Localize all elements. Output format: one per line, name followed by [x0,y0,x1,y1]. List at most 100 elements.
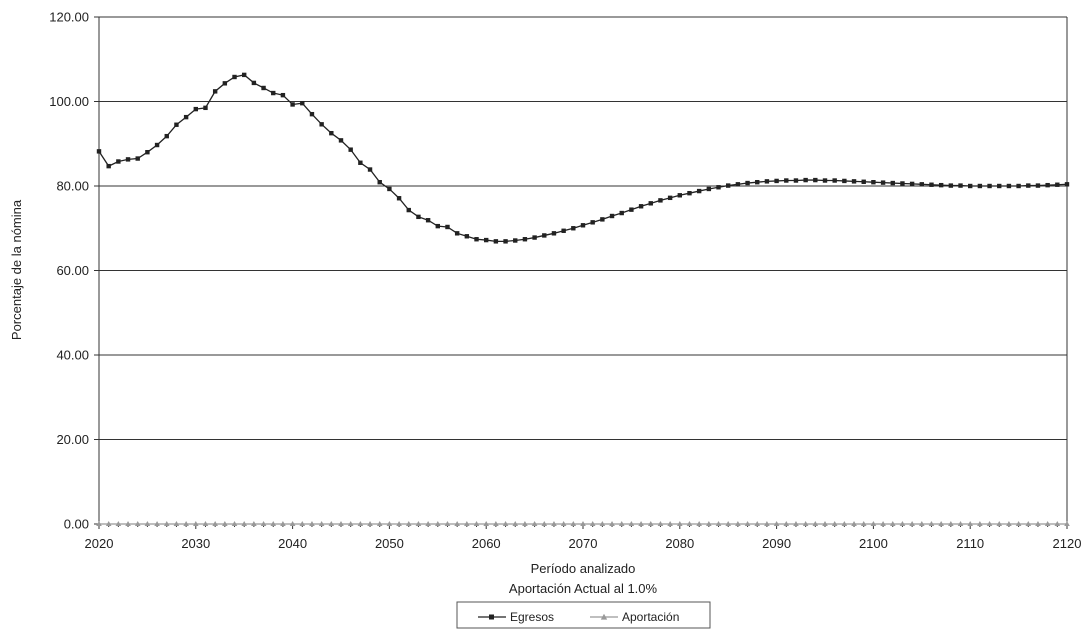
data-point-aportacion [899,521,906,526]
data-point-egresos [706,186,712,192]
data-point-egresos [687,190,692,196]
data-point-aportacion [396,521,402,526]
data-point-aportacion [851,521,857,526]
data-point-aportacion [115,521,122,526]
data-point-egresos [416,214,421,220]
data-point-egresos [997,183,1002,189]
data-point-aportacion [909,521,915,526]
data-point-aportacion [347,521,354,526]
y-tick-label: 60.00 [56,263,89,278]
data-point-egresos [145,150,150,155]
data-point-egresos [987,183,992,189]
data-point-aportacion [1044,521,1051,526]
data-point-aportacion [570,521,577,526]
data-point-egresos [880,180,886,185]
data-point-egresos [784,178,789,183]
data-point-egresos [658,198,663,203]
data-point-aportacion [1064,521,1070,526]
data-point-egresos [822,178,828,183]
x-tick-label: 2060 [472,536,501,551]
data-point-egresos [764,179,770,184]
data-point-aportacion [677,521,683,526]
data-point-egresos [309,111,315,117]
data-point-aportacion [948,521,954,526]
data-point-aportacion [435,521,441,526]
y-tick-label: 120.00 [49,10,89,25]
data-point-aportacion [222,521,228,526]
data-point-egresos [600,217,605,222]
x-tick-labels: 2020 2030 2040 2050 2060 2070 2080 2090 2100 2110… [85,536,1082,551]
data-point-egresos [493,239,499,244]
data-point-aportacion [522,521,528,526]
data-point-aportacion [957,521,964,526]
data-point-aportacion [638,521,644,526]
data-point-egresos [474,237,479,242]
series-layer [96,72,1070,526]
legend-marker-triangle-icon [600,613,608,620]
data-point-aportacion [512,521,519,526]
data-point-aportacion [299,521,306,526]
data-point-egresos [1006,183,1012,189]
data-point-egresos [571,226,576,231]
data-point-egresos [329,130,334,136]
data-point-egresos [435,223,440,229]
data-point-aportacion [657,521,664,526]
x-tick-label: 2070 [569,536,598,551]
data-point-aportacion [96,521,102,526]
data-point-egresos [793,178,799,183]
y-tick-label: 100.00 [49,94,89,109]
data-point-aportacion [841,521,848,526]
data-point-aportacion [647,521,654,526]
data-point-aportacion [919,521,925,526]
data-point-aportacion [338,521,344,526]
data-point-aportacion [405,521,412,526]
data-point-aportacion [1025,521,1032,526]
data-point-egresos [445,224,450,230]
data-point-aportacion [889,521,896,526]
y-tick-labels: 0.00 20.00 40.00 60.00 80.00 100.00 120.00 [49,10,89,532]
y-tick-label: 80.00 [56,179,89,194]
y-axis-title: Porcentaje de la nómina [9,199,24,340]
data-point-egresos [319,122,324,127]
data-point-aportacion [706,521,712,526]
data-point-aportacion [686,521,693,526]
data-point-aportacion [473,521,480,526]
data-point-aportacion [831,521,838,526]
data-point-aportacion [996,521,1003,526]
data-point-egresos [648,201,653,206]
data-point-aportacion [812,521,819,526]
x-tick-label: 2110 [956,536,984,551]
data-point-egresos [116,159,121,164]
y-tick-label: 20.00 [56,432,89,447]
data-point-egresos [919,182,924,187]
data-point-egresos [513,238,518,243]
y-tick-label: 0.00 [64,517,89,532]
data-point-aportacion [667,521,673,526]
data-point-egresos [406,207,411,213]
data-point-aportacion [1006,521,1012,526]
data-point-egresos [851,179,857,184]
data-point-aportacion [193,521,199,526]
data-point-egresos [484,237,489,243]
data-point-egresos [619,210,624,216]
data-point-aportacion [754,521,761,526]
x-tick-label: 2020 [85,536,114,551]
data-point-aportacion [870,521,877,526]
data-point-aportacion [144,521,151,526]
data-point-egresos [358,160,363,165]
data-point-egresos [958,183,963,188]
data-point-aportacion [715,521,722,526]
data-point-egresos [135,156,140,161]
data-point-egresos [1045,182,1050,188]
data-point-aportacion [580,521,586,526]
data-point-egresos [968,183,973,189]
data-point-egresos [1064,182,1070,187]
x-tick-label: 2090 [762,536,791,551]
legend-label-egresos: Egresos [510,610,554,624]
data-point-aportacion [1054,521,1061,526]
data-point-aportacion [280,521,286,526]
data-point-egresos [96,149,102,154]
data-point-aportacion [928,521,935,526]
data-point-egresos [464,234,470,239]
data-point-egresos [900,181,905,186]
